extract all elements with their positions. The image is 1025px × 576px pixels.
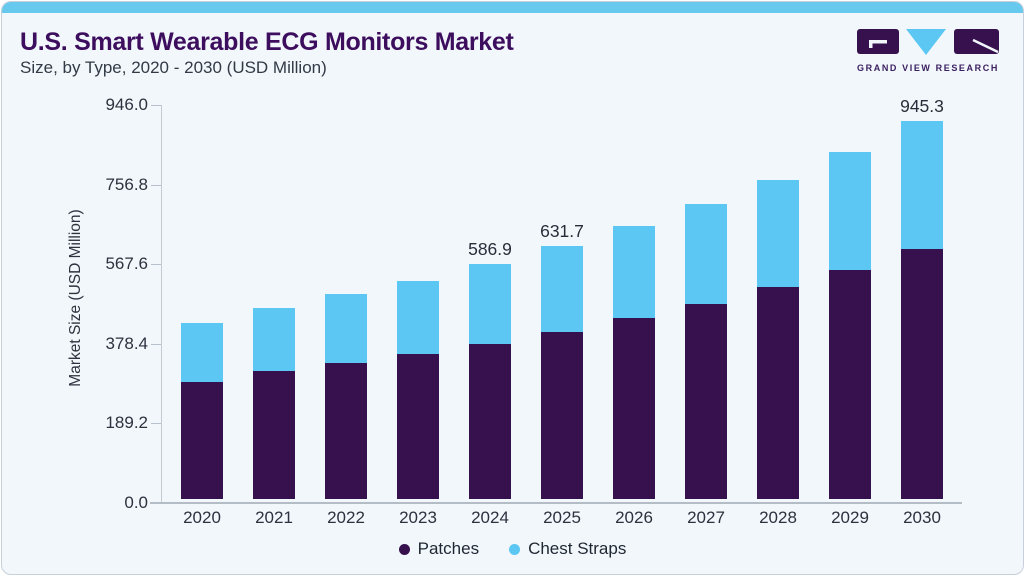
stacked-bar-2023 (397, 281, 439, 499)
page-title: U.S. Smart Wearable ECG Monitors Market (20, 28, 514, 56)
segment-patches (397, 354, 439, 499)
segment-chest-straps (469, 264, 511, 345)
y-tick-mark (151, 423, 161, 425)
stacked-bar-2022 (325, 294, 367, 499)
segment-chest-straps (757, 180, 799, 288)
x-tick-label: 2025 (543, 508, 581, 527)
x-tick-label: 2020 (183, 508, 221, 527)
y-tick-mark (151, 184, 161, 186)
y-tick-mark (151, 264, 161, 266)
x-tick-label: 2026 (615, 508, 653, 527)
legend-item-chest-straps: Chest Straps (509, 539, 626, 559)
segment-patches (181, 381, 223, 499)
y-axis-line (161, 105, 162, 503)
x-tick-label: 2024 (471, 508, 509, 527)
bar-total-label: 586.9 (468, 239, 512, 260)
segment-patches (613, 318, 655, 499)
segment-chest-straps (253, 308, 295, 372)
stacked-bar-2021 (253, 308, 295, 499)
legend-label: Patches (417, 539, 480, 558)
segment-chest-straps (901, 120, 943, 250)
x-tick-label: 2030 (903, 508, 941, 527)
legend-item-patches: Patches (398, 539, 480, 559)
gvr-logo: GRAND VIEW RESEARCH (857, 29, 999, 73)
x-tick-label: 2027 (687, 508, 725, 527)
segment-patches (469, 344, 511, 499)
segment-chest-straps (181, 323, 223, 382)
y-tick-label: 189.2 (105, 413, 148, 433)
segment-chest-straps (829, 151, 871, 270)
segment-chest-straps (325, 294, 367, 364)
logo-text: GRAND VIEW RESEARCH (857, 63, 999, 73)
y-tick-label: 756.8 (105, 174, 148, 194)
page-subtitle: Size, by Type, 2020 - 2030 (USD Million) (20, 58, 327, 77)
legend-label: Chest Straps (528, 539, 627, 558)
stacked-bar-2029 (829, 151, 871, 499)
x-tick-label: 2022 (327, 508, 365, 527)
gvr-logo-icon (857, 29, 999, 55)
legend-dot-icon (509, 543, 521, 555)
stacked-bar-2025 (541, 246, 583, 499)
bar-total-label: 631.7 (540, 221, 584, 242)
stacked-bar-2026 (613, 226, 655, 499)
y-tick-label: 378.4 (105, 333, 148, 353)
y-tick-label: 946.0 (105, 95, 148, 114)
segment-patches (901, 249, 943, 499)
bar-total-label: 945.3 (900, 95, 944, 116)
segment-patches (253, 371, 295, 499)
segment-patches (541, 332, 583, 499)
segment-chest-straps (397, 281, 439, 355)
x-tick-label: 2028 (759, 508, 797, 527)
y-tick-label: 0.0 (124, 493, 148, 512)
y-tick-mark (151, 105, 161, 106)
x-axis-line (150, 502, 962, 504)
stacked-bar-2030 (901, 120, 943, 499)
y-tick-mark (151, 343, 161, 345)
stacked-bar-2020 (181, 323, 223, 499)
stacked-bar-2027 (685, 204, 727, 499)
segment-patches (325, 363, 367, 499)
segment-patches (685, 303, 727, 499)
segment-patches (757, 287, 799, 499)
legend: Patches Chest Straps (2, 539, 1023, 559)
stacked-bar-2024 (469, 264, 511, 499)
segment-chest-straps (541, 246, 583, 333)
segment-chest-straps (685, 204, 727, 304)
top-accent-bar (2, 2, 1023, 13)
x-tick-label: 2021 (255, 508, 293, 527)
x-tick-label: 2023 (399, 508, 437, 527)
x-tick-label: 2029 (831, 508, 869, 527)
y-tick-label: 567.6 (105, 254, 148, 274)
y-axis-title: Market Size (USD Million) (67, 209, 84, 387)
segment-patches (829, 269, 871, 499)
segment-chest-straps (613, 226, 655, 319)
stacked-bar-2028 (757, 180, 799, 499)
legend-dot-icon (398, 543, 410, 555)
